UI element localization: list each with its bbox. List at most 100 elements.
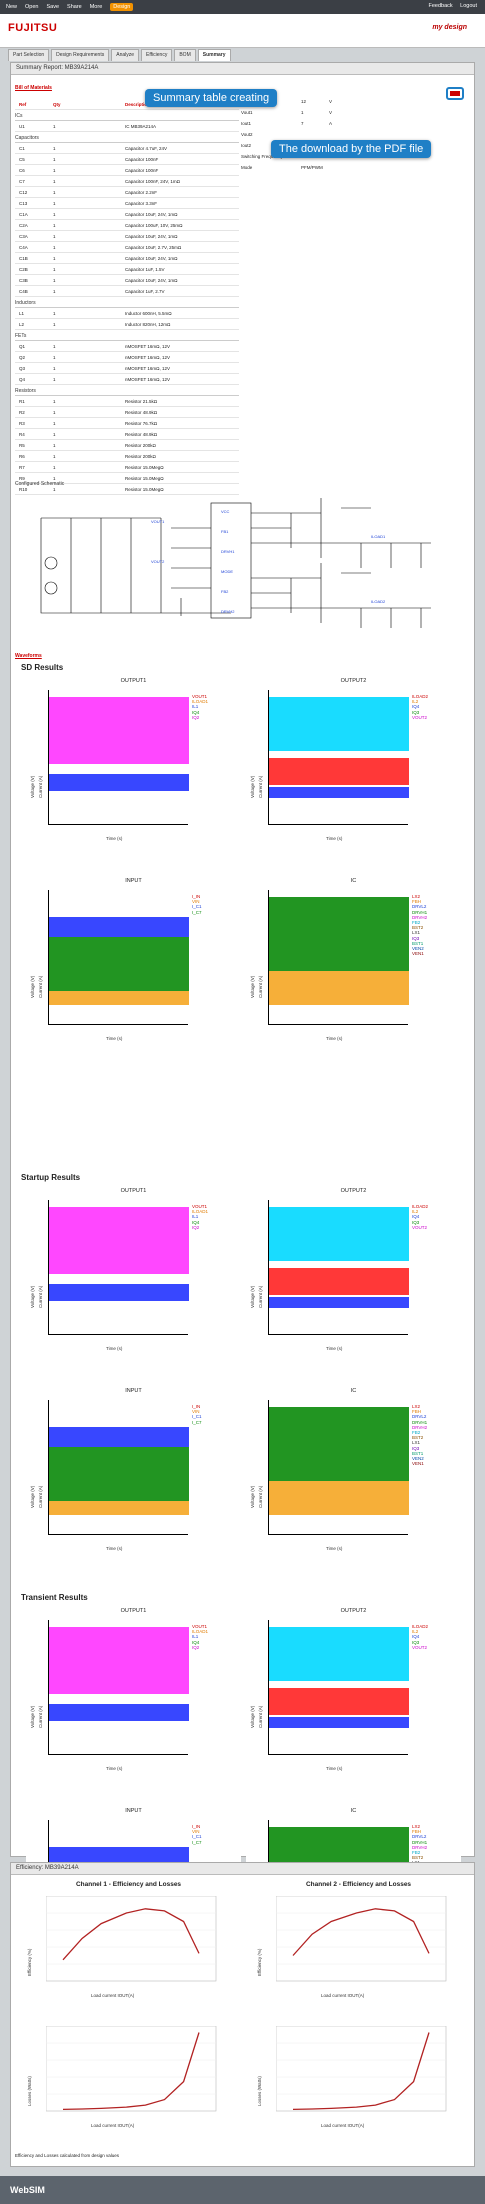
bom-ref: C12 [19, 190, 28, 195]
bom-ref: R7 [19, 465, 25, 470]
bom-qty: 1 [53, 256, 56, 261]
bom-ref: R1 [19, 399, 25, 404]
bom-qty: 1 [53, 201, 56, 206]
legend-entry: VIN [192, 899, 200, 905]
bom-row: Q1 1 nMOSFET 16mΩ, 12V [15, 341, 239, 352]
bom-description: Capacitor 10uF, 24V, 1mΩ [125, 212, 178, 217]
bom-description: Resistor 15.0MegΩ [125, 476, 164, 481]
bom-description: Resistor 15.0MegΩ [125, 465, 164, 470]
nav-open[interactable]: Open [25, 4, 39, 10]
requirement-label: Mode [241, 165, 253, 170]
legend-entry: I_C1 [192, 904, 202, 910]
y-axis-label: Voltage (V) [250, 1485, 255, 1508]
waveform-trace [269, 896, 409, 971]
y-axis-label: Voltage (V) [250, 1705, 255, 1728]
legend-entry: I_C7 [192, 909, 202, 915]
svg-text:ILOAD1: ILOAD1 [371, 534, 386, 539]
bom-qty: 1 [53, 322, 56, 327]
plot-axes [268, 1400, 409, 1535]
startup-results-title: Startup Results [21, 1173, 81, 1182]
legend-entry: IL1 [192, 704, 199, 710]
efficiency-chart: Losses (Watts) Load current IOUT(A) [21, 2011, 236, 2136]
waveform-trace [269, 787, 409, 798]
pdf-download-button[interactable] [446, 87, 464, 100]
x-axis-label: Time (s) [106, 1546, 123, 1551]
bom-qty: 1 [53, 146, 56, 151]
nav-more[interactable]: More [89, 4, 103, 10]
bom-description: Resistor 76.7kΩ [125, 421, 158, 426]
plot-title: OUTPUT1 [120, 678, 147, 684]
requirement-value: PFM/PWM [301, 165, 323, 170]
y-axis-label: Voltage (V) [250, 775, 255, 798]
requirement-value: 12 [301, 99, 307, 104]
nav-share[interactable]: Share [67, 4, 82, 10]
legend-entry: FBH [412, 899, 421, 905]
y-axis-label: Voltage (V) [30, 1485, 35, 1508]
bom-row: C4A 1 Capacitor 10uF, 2.7V, 25mΩ [15, 242, 239, 253]
plot-axes [268, 1200, 409, 1335]
tab-part-selection[interactable]: Part Selection [8, 49, 50, 61]
svg-text:VCC: VCC [221, 509, 230, 514]
waveform-trace [49, 1447, 189, 1502]
legend-entry: DRVH2 [412, 1424, 428, 1430]
bom-description: Resistor 21.5kΩ [125, 399, 158, 404]
efficiency-plot-area [46, 1896, 217, 1982]
legend-entry: IL2 [412, 1209, 419, 1215]
websim-logo: WebSIM [10, 2185, 45, 2195]
tab-efficiency[interactable]: Efficiency [141, 49, 173, 61]
tab-bom[interactable]: BOM [174, 49, 196, 61]
legend-entry: IL1 [192, 1214, 199, 1220]
plot-legend: VOUT1 ILOAD1 IL1 IQ4 IQ2 [192, 1624, 208, 1650]
nav-new[interactable]: New [6, 4, 18, 10]
callout-summary: Summary table creating [145, 89, 278, 107]
efficiency-plot [276, 2026, 447, 2112]
bom-row: R2 1 Resistor 48.9kΩ [15, 407, 239, 418]
bom-qty: 1 [53, 344, 56, 349]
legend-entry: LX2 [412, 1404, 421, 1409]
efficiency-series-line [62, 2032, 200, 2111]
bom-qty: 1 [53, 443, 56, 448]
logout-link[interactable]: Logout [460, 3, 477, 9]
legend-entry: DRVH2 [412, 1844, 428, 1850]
bom-ref: C13 [19, 201, 28, 206]
nav-save[interactable]: Save [46, 4, 60, 10]
partner-logo: my design [432, 24, 467, 31]
efficiency-plot-area [276, 1896, 447, 1982]
bom-ref: U1 [19, 124, 25, 129]
legend-entry: FB2 [412, 920, 421, 926]
legend-entry: DRVL2 [412, 1834, 427, 1840]
plot-title: IC [350, 1808, 357, 1814]
feedback-link[interactable]: Feedback [428, 3, 453, 9]
legend-entry: IQ2 [192, 1224, 200, 1230]
efficiency-panel: Efficiency: MB39A214A Channel 1 - Effici… [10, 1862, 475, 2167]
bom-description: Capacitor 10uF, 24V, 1mΩ [125, 278, 178, 283]
bom-ref: C1A [19, 212, 28, 217]
legend-entry: BST2 [412, 1435, 424, 1441]
tab-design-requirements[interactable]: Design Requirements [51, 49, 110, 61]
legend-entry: DRVH1 [412, 1419, 428, 1425]
legend-entry: VOUT2 [412, 714, 428, 720]
plot-legend: VOUT1 ILOAD1 IL1 IQ4 IQ2 [192, 1204, 208, 1230]
bom-qty: 1 [53, 465, 56, 470]
bom-qty: 1 [53, 289, 56, 294]
waveform-trace [269, 757, 409, 785]
bom-description: Inductor 600nH, 5.5mΩ [125, 311, 172, 316]
bom-row: Q4 1 nMOSFET 16mΩ, 12V [15, 374, 239, 385]
nav-design[interactable]: Design [110, 3, 134, 11]
plot-axes [48, 1200, 189, 1335]
bom-ref: R2 [19, 410, 25, 415]
plot-legend: ILOAD2 IL2 IQ4 IQ3 VOUT2 [412, 694, 428, 720]
bom-section-title: Bill of Materials [15, 85, 52, 91]
waveforms-title: Waveforms [15, 653, 42, 659]
tab-analyze[interactable]: Analyze [111, 49, 140, 61]
efficiency-series-line [62, 1908, 200, 1961]
bom-row: L2 1 Inductor 820nH, 12mΩ [15, 319, 239, 330]
legend-entry: IL1 [192, 1634, 199, 1640]
tab-summary[interactable]: Summary [197, 49, 231, 61]
efficiency-chart: Channel 1 - Efficiency and Losses Efficie… [21, 1881, 236, 2006]
legend-entry: IQ2 [192, 714, 200, 720]
legend-entry: FB2 [412, 1850, 421, 1856]
legend-entry: LX1 [412, 930, 421, 936]
requirement-label: Iout1 [241, 121, 252, 126]
